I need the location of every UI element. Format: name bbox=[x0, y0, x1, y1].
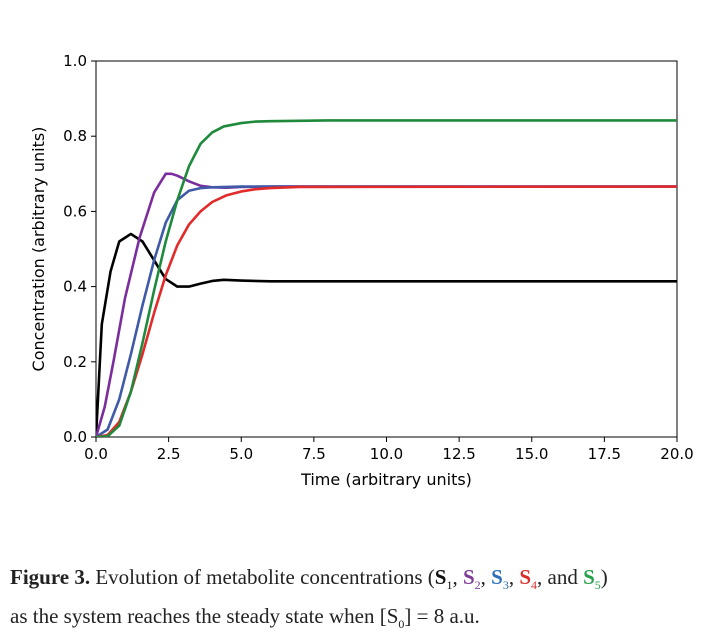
caption-sep: , bbox=[452, 565, 463, 589]
species-s1: S1 bbox=[434, 565, 453, 593]
species-s4: S4 bbox=[519, 565, 538, 593]
caption-line-2: as the system reaches the steady state w… bbox=[10, 601, 710, 640]
caption-sep: , bbox=[508, 565, 520, 589]
series-layer bbox=[96, 119, 677, 437]
x-axis-label: Time (arbitrary units) bbox=[300, 470, 472, 489]
caption-sep: , and bbox=[537, 565, 584, 589]
x-tick-label: 5.0 bbox=[229, 445, 253, 463]
y-tick-label: 0.8 bbox=[63, 127, 87, 145]
species-s3: S3 bbox=[491, 565, 509, 593]
plot-frame bbox=[95, 60, 678, 438]
series-line-5 bbox=[96, 119, 677, 437]
x-tick-label: 12.5 bbox=[442, 445, 475, 463]
y-tick-label: 0.6 bbox=[63, 202, 87, 220]
caption-figure-label: Figure 3. bbox=[10, 565, 91, 589]
plot-area bbox=[95, 60, 678, 438]
series-line-1 bbox=[96, 232, 677, 437]
caption-text: Evolution of metabolite concentrations ( bbox=[90, 565, 435, 589]
x-tick-label: 0.0 bbox=[84, 445, 108, 463]
x-tick-label: 7.5 bbox=[302, 445, 326, 463]
caption-line-1: Figure 3. Evolution of metabolite concen… bbox=[10, 562, 710, 601]
caption-sep: , bbox=[480, 565, 492, 589]
chart-figure: 0.0 2.5 5.0 7.5 10.0 12.5 15.0 17.5 20.0 0.0 0.2 0… bbox=[29, 52, 694, 489]
y-tick-label: 0.4 bbox=[63, 278, 87, 296]
x-tick-label: 15.0 bbox=[515, 445, 548, 463]
series-line-4 bbox=[96, 185, 677, 437]
caption-text: ] = 8 a.u. bbox=[404, 604, 480, 629]
series-line-3 bbox=[96, 185, 677, 437]
y-tick-label: 0.2 bbox=[63, 353, 87, 371]
line-chart: 0.0 2.5 5.0 7.5 10.0 12.5 15.0 17.5 20.0 0.00.20… bbox=[29, 52, 694, 489]
y-tick-label: 0.0 bbox=[63, 428, 87, 446]
x-axis-ticks: 0.0 2.5 5.0 7.5 10.0 12.5 15.0 17.5 20.0 bbox=[84, 437, 694, 463]
x-tick-label: 17.5 bbox=[588, 445, 621, 463]
y-tick-label: 1.0 bbox=[63, 52, 87, 70]
species-s2: S2 bbox=[462, 565, 481, 593]
x-tick-label: 20.0 bbox=[660, 445, 693, 463]
series-line-2 bbox=[96, 172, 677, 437]
caption-text: as the system reaches the steady state w… bbox=[10, 604, 399, 629]
x-tick-label: 2.5 bbox=[157, 445, 181, 463]
y-axis-ticks: 0.0 0.2 0.4 0.6 0.8 1.0 bbox=[63, 52, 96, 446]
caption-subscript: 0 bbox=[398, 617, 405, 632]
figure-caption: Figure 3. Evolution of metabolite concen… bbox=[10, 562, 710, 640]
caption-sep: ) bbox=[600, 565, 608, 589]
species-s5: S5 bbox=[583, 565, 601, 593]
x-tick-label: 10.0 bbox=[370, 445, 403, 463]
y-axis-label: Concentration (arbitrary units) bbox=[29, 127, 48, 372]
